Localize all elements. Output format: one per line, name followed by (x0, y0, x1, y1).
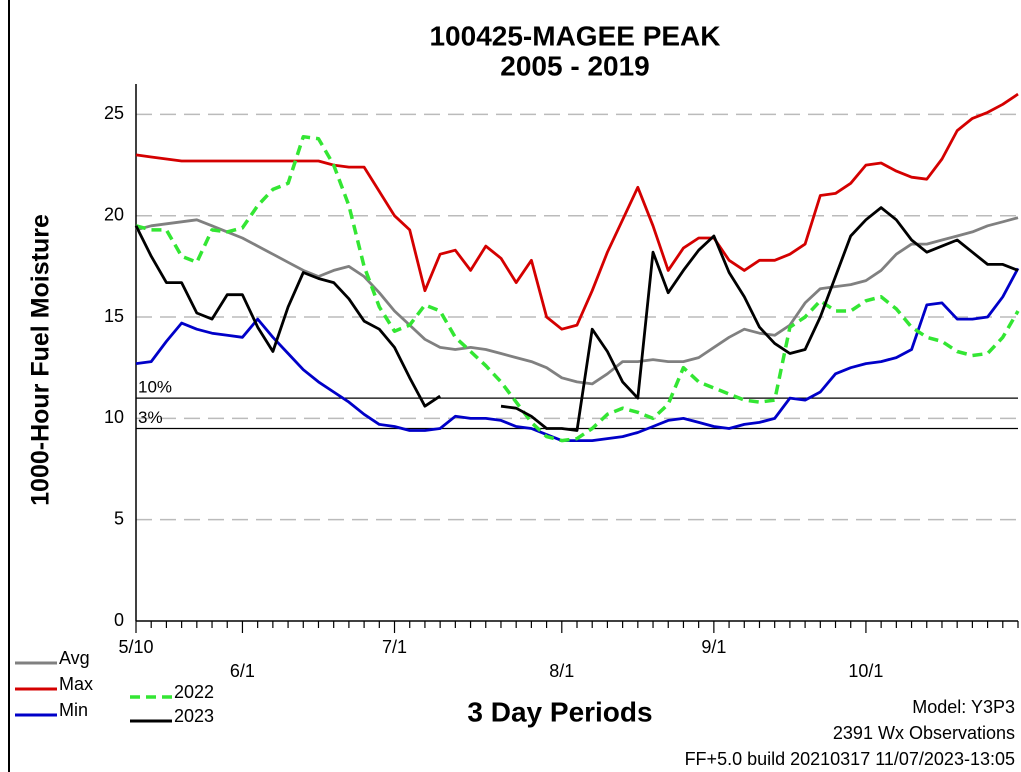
chart-title: 100425-MAGEE PEAK (429, 20, 720, 51)
x-tick-label: 9/1 (701, 637, 726, 657)
x-tick-label: 7/1 (382, 637, 407, 657)
y-tick-label: 5 (114, 508, 124, 528)
series-line (135, 134, 1020, 443)
note: 2391 Wx Observations (833, 723, 1015, 743)
reference-label: 3% (138, 408, 163, 427)
legend-label: Max (59, 674, 93, 694)
y-axis-label: 1000-Hour Fuel Moisture (27, 214, 55, 506)
chart-subtitle: 2005 - 2019 (500, 50, 649, 81)
x-tick-label: 10/1 (848, 661, 883, 681)
x-tick-label: 8/1 (549, 661, 574, 681)
series-line (135, 216, 1019, 386)
series-line (135, 267, 1020, 442)
y-tick-label: 15 (104, 306, 124, 326)
reference-label: 10% (138, 378, 172, 397)
series-line (135, 92, 1019, 331)
y-tick-label: 20 (104, 204, 124, 224)
series-line (134, 206, 1019, 432)
note: FF+5.0 build 20210317 11/07/2023-13:05 (685, 749, 1015, 769)
legend-label: Avg (59, 648, 90, 668)
x-tick-label: 6/1 (230, 661, 255, 681)
x-axis-label: 3 Day Periods (467, 696, 652, 727)
legend-label: 2022 (174, 682, 214, 702)
x-tick-label: 5/10 (118, 637, 153, 657)
y-tick-label: 25 (104, 103, 124, 123)
legend-label: 2023 (174, 706, 214, 726)
note: Model: Y3P3 (912, 697, 1015, 717)
legend-label: Min (59, 700, 88, 720)
y-tick-label: 10 (104, 407, 124, 427)
y-tick-label: 0 (114, 610, 124, 630)
